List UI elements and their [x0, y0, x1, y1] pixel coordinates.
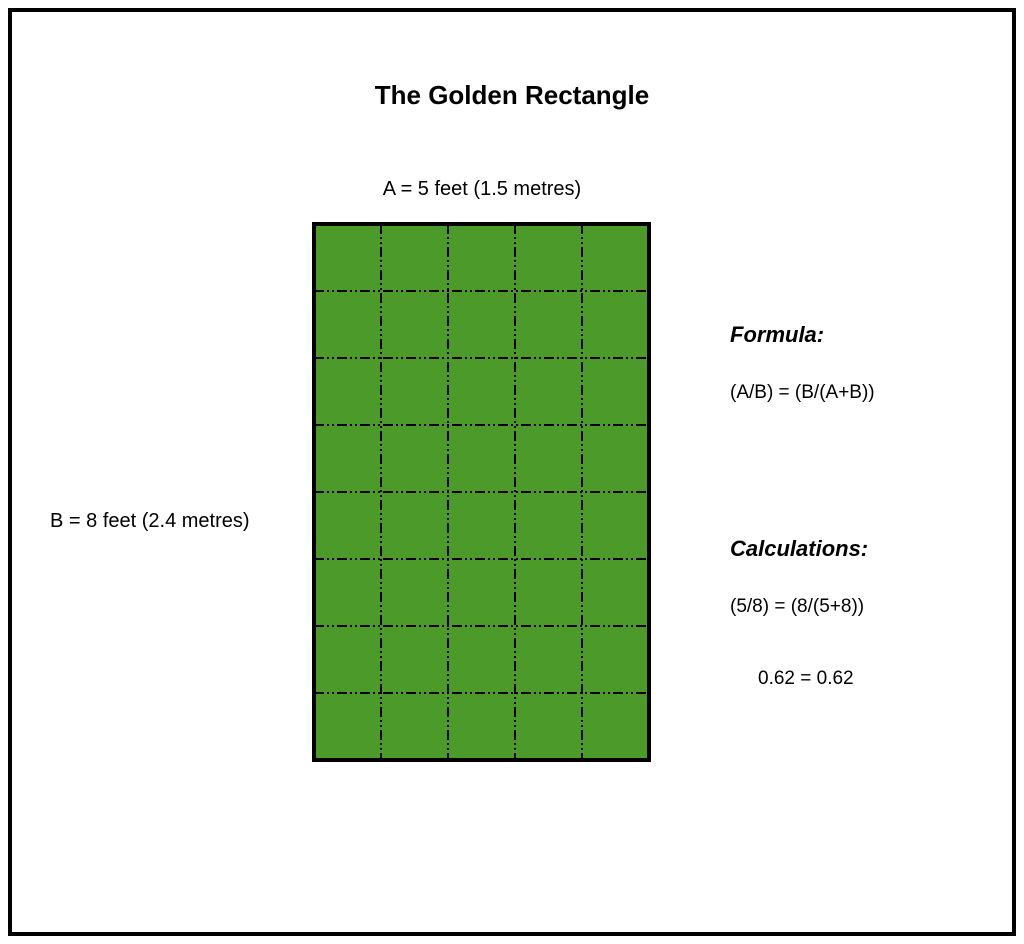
formula-expression: (A/B) = (B/(A+B)) — [730, 382, 990, 404]
calculations-heading: Calculations: — [730, 536, 990, 562]
calculation-line-1: (5/8) = (8/(5+8)) — [730, 596, 990, 618]
golden-rectangle — [312, 222, 651, 762]
formula-panel: Formula: (A/B) = (B/(A+B)) Calculations:… — [730, 322, 990, 690]
dimension-label-b: B = 8 feet (2.4 metres) — [50, 510, 250, 533]
dimension-label-a: A = 5 feet (1.5 metres) — [312, 178, 652, 201]
golden-rectangle-grid — [312, 222, 651, 762]
formula-heading: Formula: — [730, 322, 990, 348]
page-title: The Golden Rectangle — [12, 80, 1012, 111]
diagram-frame: The Golden Rectangle A = 5 feet (1.5 met… — [8, 8, 1016, 936]
calculation-line-2: 0.62 = 0.62 — [730, 668, 990, 690]
